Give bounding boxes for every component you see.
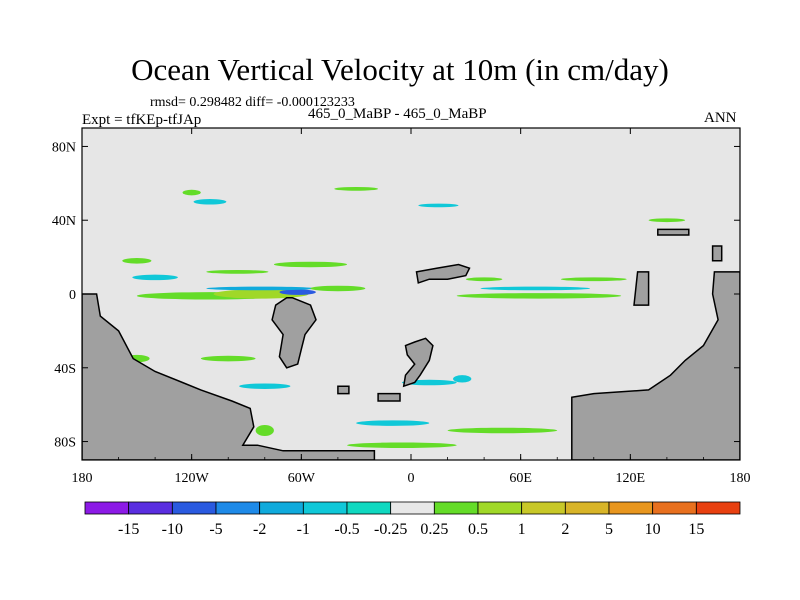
land-maritime-1 <box>657 228 690 236</box>
velocity-feature <box>200 355 256 362</box>
colorbar-swatch <box>215 501 261 515</box>
velocity-feature <box>465 277 503 282</box>
colorbar-label: 2 <box>561 521 569 538</box>
colorbar-swatch <box>433 501 479 515</box>
velocity-feature <box>453 375 472 383</box>
colorbar-swatch <box>695 501 741 515</box>
colorbar-label: 10 <box>645 521 661 538</box>
land-north-africa-island <box>415 263 471 284</box>
land-small-island-1 <box>337 385 350 395</box>
land-africa <box>402 337 434 388</box>
colorbar-swatch <box>477 501 523 515</box>
y-tick-label: 40N <box>52 214 76 229</box>
y-tick-label: 80S <box>54 436 76 451</box>
land-antarctic-asia <box>571 271 740 460</box>
velocity-feature <box>132 274 178 281</box>
colorbar-swatch <box>608 501 654 515</box>
colorbar-swatch <box>128 501 173 515</box>
colorbar-label: -15 <box>118 521 139 538</box>
velocity-feature <box>447 427 558 434</box>
x-tick-label: 60E <box>509 471 532 486</box>
x-tick-label: 0 <box>408 471 415 486</box>
colorbar-swatch <box>171 501 217 515</box>
land-americas <box>82 293 376 460</box>
velocity-feature <box>456 293 622 299</box>
x-tick-label: 180 <box>72 471 93 486</box>
velocity-feature <box>334 187 379 191</box>
velocity-feature <box>418 203 459 208</box>
velocity-feature <box>480 286 591 291</box>
velocity-feature <box>310 285 366 292</box>
velocity-feature <box>560 277 627 282</box>
velocity-feature <box>206 270 269 274</box>
colorbar-swatch <box>390 501 435 515</box>
colorbar-swatch <box>259 501 304 515</box>
colorbar-swatch <box>302 501 348 515</box>
velocity-feature <box>193 199 227 205</box>
velocity-feature <box>279 289 316 295</box>
colorbar-label: -1 <box>297 521 310 538</box>
colorbar-label: 0.25 <box>420 521 448 538</box>
land-maritime-2 <box>633 271 650 306</box>
experiment-label: Expt = tfKEp-tfJAp <box>82 112 202 128</box>
chart-title: Ocean Vertical Velocity at 10m (in cm/da… <box>131 52 669 87</box>
colorbar-swatch <box>564 501 610 515</box>
land-small-island-2 <box>377 392 401 402</box>
land-south-america-bulge <box>271 296 317 369</box>
colorbar-swatch <box>521 501 566 515</box>
velocity-feature <box>273 261 348 268</box>
stats-line: rmsd= 0.298482 diff= -0.000123233 <box>150 95 355 110</box>
colorbar-label: 15 <box>688 521 704 538</box>
velocity-feature <box>356 420 430 426</box>
colorbar-swatch <box>84 501 130 515</box>
colorbar-label: -10 <box>162 521 183 538</box>
experiments-compared: 465_0_MaBP - 465_0_MaBP <box>308 106 487 122</box>
colorbar-label: 0.5 <box>468 521 488 538</box>
velocity-feature <box>239 383 291 389</box>
colorbar-label: 5 <box>605 521 613 538</box>
y-tick-label: 80N <box>52 140 76 155</box>
colorbar-label: 1 <box>518 521 526 538</box>
x-tick-label: 60W <box>288 471 316 486</box>
colorbar-label: -0.25 <box>374 521 407 538</box>
colorbar-label: -5 <box>209 521 222 538</box>
colorbar-swatch <box>346 501 392 515</box>
y-tick-label: 0 <box>69 288 76 303</box>
velocity-feature <box>347 442 457 449</box>
velocity-feature <box>122 258 152 264</box>
velocity-feature <box>206 286 316 291</box>
colorbar-label: -2 <box>253 521 266 538</box>
velocity-feature <box>255 424 274 437</box>
y-tick-label: 40S <box>54 362 76 377</box>
colorbar-label: -0.5 <box>334 521 359 538</box>
x-tick-label: 120W <box>175 471 210 486</box>
velocity-feature <box>648 218 686 223</box>
colorbar-swatch <box>652 501 697 515</box>
velocity-feature <box>182 189 201 196</box>
land-maritime-3 <box>711 245 723 262</box>
season-label: ANN <box>704 110 737 126</box>
x-tick-label: 180 <box>730 471 751 486</box>
x-tick-label: 120E <box>616 471 646 486</box>
